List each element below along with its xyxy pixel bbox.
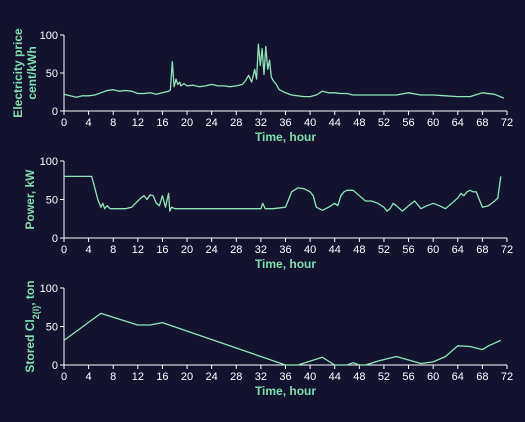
y-axis-title-part: , ton (23, 280, 37, 305)
x-tick-label: 56 (402, 371, 414, 383)
x-tick-label: 12 (132, 371, 144, 383)
x-tick-label: 48 (353, 371, 365, 383)
x-tick-label: 24 (206, 371, 218, 383)
x-tick-label: 24 (206, 244, 218, 256)
x-tick-label: 36 (279, 117, 291, 129)
x-tick-label: 0 (61, 371, 67, 383)
x-tick-label: 48 (353, 117, 365, 129)
x-tick-label: 8 (110, 117, 116, 129)
y-axis-title: Stored Cl2(l), ton (23, 280, 41, 372)
x-axis-title: Time, hour (255, 384, 316, 398)
y-axis-title: Electricity pricecent/kWh (11, 28, 39, 118)
x-tick-label: 12 (132, 244, 144, 256)
x-tick-label: 52 (378, 371, 390, 383)
x-tick-label: 64 (452, 244, 464, 256)
x-tick-label: 36 (279, 371, 291, 383)
y-tick-label: 100 (40, 30, 58, 42)
chart-panel-1: 0 4 8 12 16 20 24 28 32 36 40 44 48 52 56 60 64 68 7205010… (11, 28, 513, 144)
y-tick-label: 50 (46, 322, 58, 334)
y-tick-label: 100 (40, 156, 58, 168)
x-tick-label: 56 (402, 244, 414, 256)
x-tick-label: 60 (427, 244, 439, 256)
x-axis-title: Time, hour (255, 130, 316, 144)
x-tick-label: 68 (476, 371, 488, 383)
y-axis-title-line: Electricity price (11, 28, 25, 118)
x-tick-label: 28 (230, 371, 242, 383)
x-tick-label: 72 (501, 117, 513, 129)
x-tick-label: 44 (329, 117, 341, 129)
y-tick-label: 0 (52, 360, 58, 372)
x-tick-label: 12 (132, 117, 144, 129)
x-tick-label: 0 (61, 117, 67, 129)
x-tick-label: 16 (156, 117, 168, 129)
x-axis-title: Time, hour (255, 257, 316, 271)
x-tick-label: 52 (378, 117, 390, 129)
x-tick-label: 16 (156, 244, 168, 256)
x-tick-label: 20 (181, 117, 193, 129)
x-tick-label: 60 (427, 371, 439, 383)
x-tick-label: 4 (86, 371, 92, 383)
series-line-1 (63, 312, 502, 366)
x-tick-label: 40 (304, 117, 316, 129)
x-tick-label: 52 (378, 244, 390, 256)
x-tick-label: 0 (61, 244, 67, 256)
x-tick-label: 40 (304, 371, 316, 383)
chart-panel-2: 0 4 8 12 16 20 24 28 32 36 40 44 48 52 56 60 64 68 7205010… (23, 156, 513, 271)
x-tick-label: 68 (476, 117, 488, 129)
y-tick-label: 50 (46, 68, 58, 80)
x-tick-label: 64 (452, 117, 464, 129)
y-tick-label: 100 (40, 283, 58, 295)
x-tick-label: 40 (304, 244, 316, 256)
x-tick-label: 32 (255, 371, 267, 383)
y-tick-label: 0 (52, 106, 58, 118)
y-axis-title: Power, kW (23, 169, 37, 230)
x-tick-label: 44 (329, 244, 341, 256)
x-tick-label: 24 (206, 117, 218, 129)
series-line-1 (64, 175, 502, 212)
x-tick-label: 4 (86, 244, 92, 256)
x-tick-label: 72 (501, 244, 513, 256)
y-axis-title-line: cent/kWh (25, 46, 39, 99)
x-tick-label: 20 (181, 371, 193, 383)
x-tick-label: 64 (452, 371, 464, 383)
chart-panel-3: 0 4 8 12 16 20 24 28 32 36 40 44 48 52 56 60 64 68 7205010… (23, 280, 513, 398)
x-tick-label: 32 (255, 244, 267, 256)
x-tick-label: 36 (279, 244, 291, 256)
x-tick-label: 28 (230, 244, 242, 256)
x-tick-label: 32 (255, 117, 267, 129)
y-tick-label: 0 (52, 233, 58, 245)
x-tick-label: 68 (476, 244, 488, 256)
x-tick-label: 72 (501, 371, 513, 383)
x-tick-label: 16 (156, 371, 168, 383)
y-axis-title-part: Stored Cl (23, 319, 37, 372)
x-tick-label: 8 (110, 371, 116, 383)
x-tick-label: 60 (427, 117, 439, 129)
x-tick-label: 44 (329, 371, 341, 383)
y-axis-title-subscript: 2(l) (31, 306, 41, 320)
x-tick-label: 48 (353, 244, 365, 256)
x-tick-label: 20 (181, 244, 193, 256)
x-tick-label: 4 (86, 117, 92, 129)
x-tick-label: 8 (110, 244, 116, 256)
y-tick-label: 50 (46, 195, 58, 207)
series-line-1 (63, 43, 505, 99)
x-tick-label: 56 (402, 117, 414, 129)
x-tick-label: 28 (230, 117, 242, 129)
